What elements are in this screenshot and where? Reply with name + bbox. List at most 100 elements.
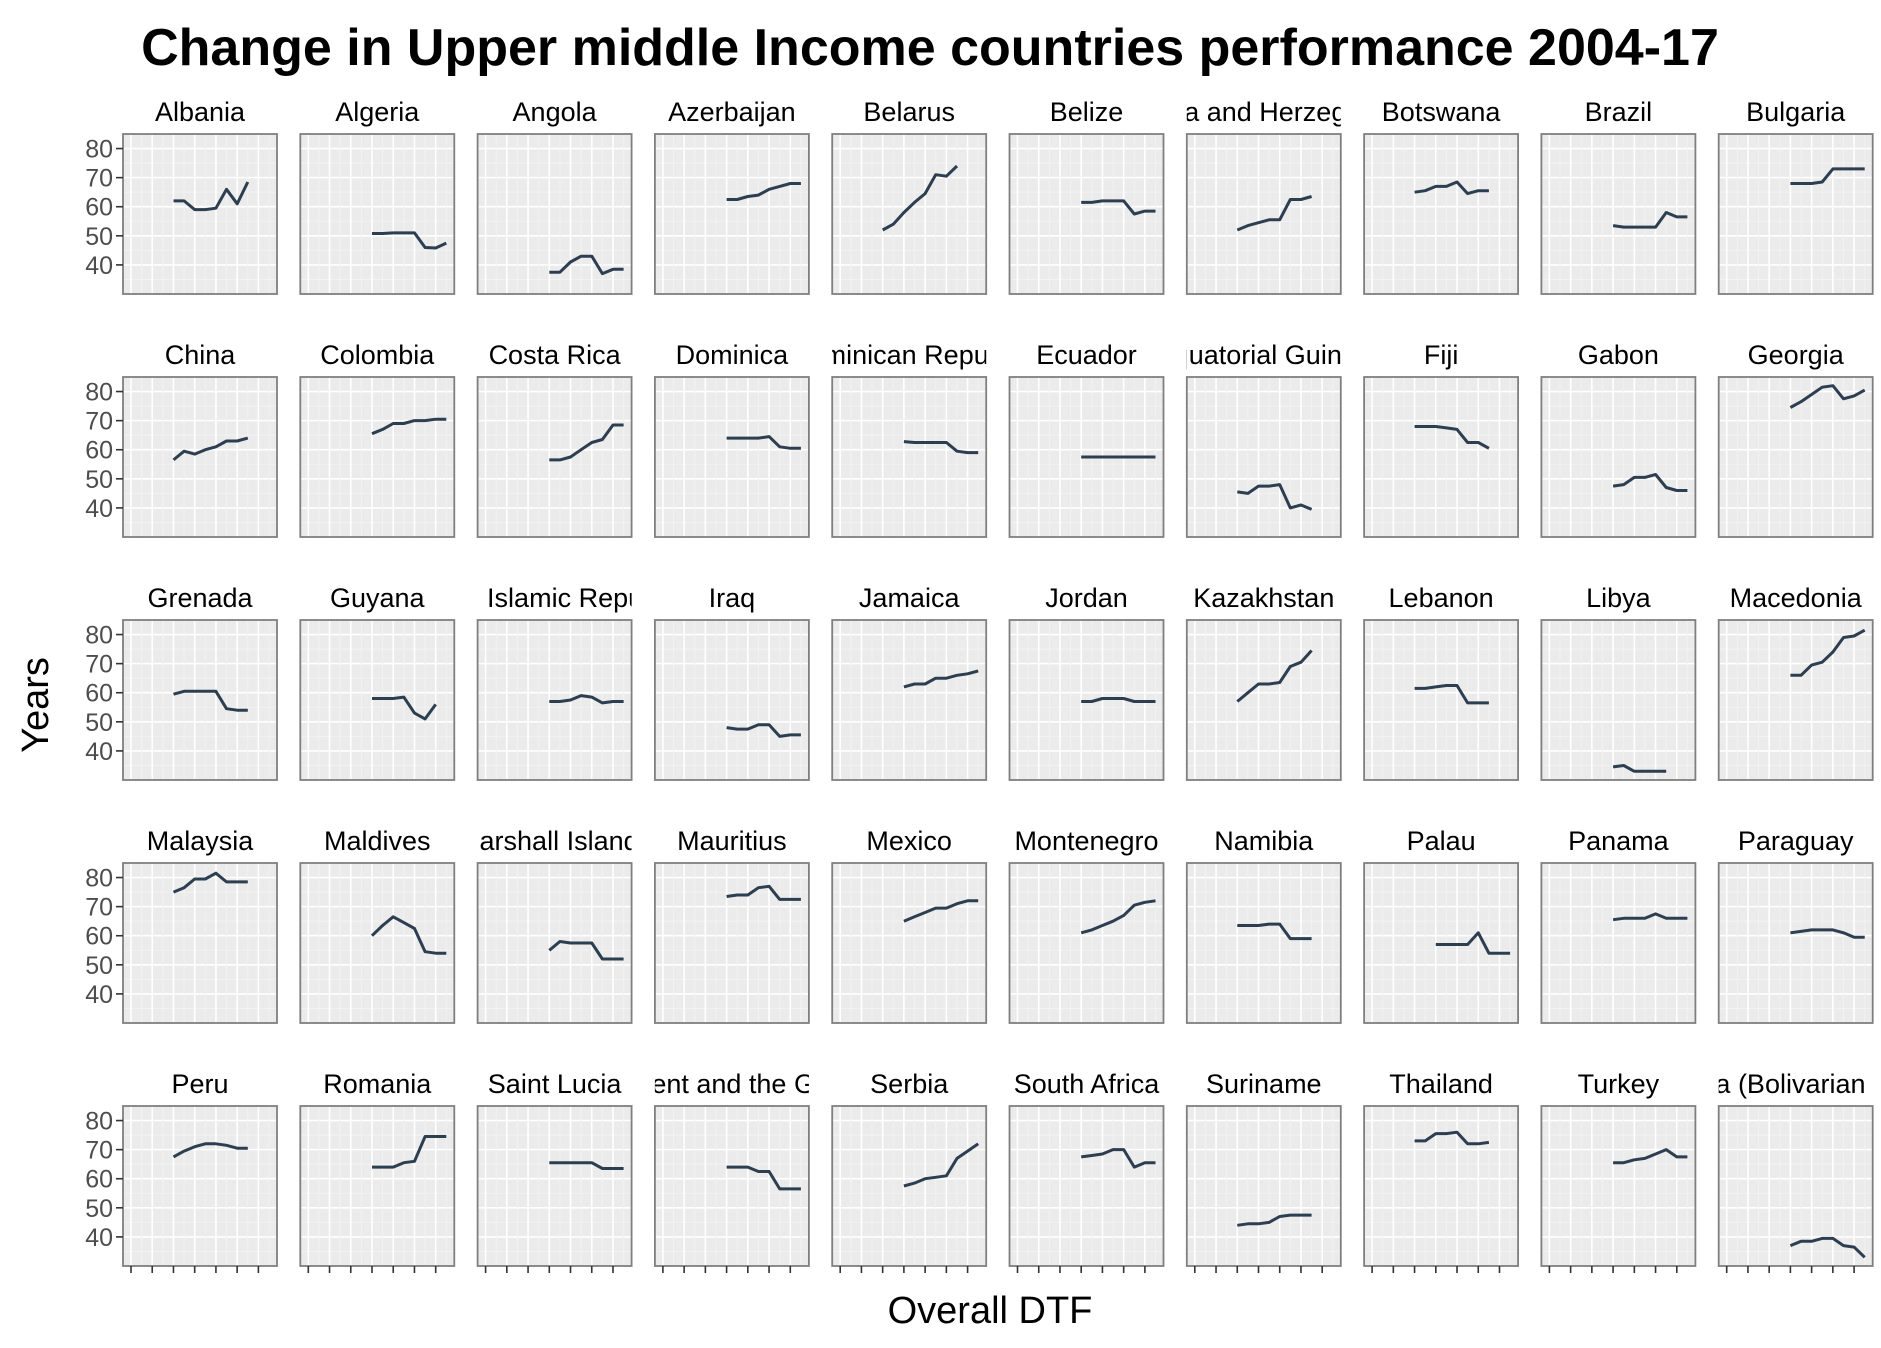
- series-line: [173, 689, 248, 712]
- panel-background: [1718, 377, 1873, 537]
- facet-panel: Saint Lucia: [476, 1069, 633, 1273]
- strip-label-group: Serbia: [870, 1069, 949, 1099]
- panel-border: [1717, 1105, 1874, 1267]
- facet-panel: Brazil: [1540, 97, 1697, 295]
- y-tick-label: 70: [85, 894, 113, 922]
- panel-background: [1541, 1106, 1696, 1266]
- strip-label-group: Colombia: [320, 340, 435, 370]
- facet-panel: Belize: [1008, 97, 1165, 295]
- panel-border: [1540, 133, 1697, 295]
- facet-label: Saint Vincent and the Grenadines: [530, 1069, 933, 1099]
- facet-label: Angola: [513, 97, 598, 127]
- series-line: [903, 899, 979, 923]
- strip-label-group: Botswana: [1382, 97, 1502, 127]
- y-tick-label: 80: [85, 379, 113, 407]
- strip-label-group: Suriname: [1206, 1069, 1322, 1099]
- facet-label: Guyana: [330, 583, 426, 613]
- strip-label-group: Bulgaria: [1746, 97, 1846, 127]
- strip-label-group: Peru: [171, 1069, 228, 1099]
- facet-label: Dominica: [676, 340, 790, 370]
- strip-label-group: Venezuela (Bolivarian Republic): [1719, 1069, 1873, 1099]
- panel-background: [300, 1106, 455, 1266]
- series-line: [1236, 649, 1313, 703]
- panel-border: [122, 376, 278, 538]
- facet-label: Mauritius: [677, 826, 787, 856]
- strip-label-group: Ecuador: [1036, 340, 1137, 370]
- facet-panel: Gabon: [1540, 340, 1697, 538]
- y-tick-label: 70: [85, 1137, 113, 1165]
- panel-border: [831, 133, 988, 295]
- panel-border: [654, 862, 810, 1024]
- facet-label: Macedonia: [1730, 583, 1863, 613]
- series-line: [881, 164, 959, 232]
- series-line: [372, 1135, 447, 1169]
- panel-background: [1364, 1106, 1519, 1266]
- y-tick-label: 60: [85, 194, 113, 222]
- y-tick-label: 50: [85, 952, 113, 980]
- strip-label-group: Gabon: [1578, 340, 1659, 370]
- facet-panel: Guyana: [299, 583, 456, 781]
- y-axis-title: Years: [15, 657, 57, 753]
- panel-border: [476, 1105, 633, 1267]
- strip-label-group: Dominica: [676, 340, 790, 370]
- strip-label-group: Saint Vincent and the Grenadines: [530, 1069, 933, 1099]
- series-line: [372, 231, 447, 250]
- panel-border: [831, 376, 988, 538]
- strip-label-group: Belize: [1050, 97, 1124, 127]
- panel-border: [1363, 1105, 1519, 1267]
- series-line: [1612, 912, 1688, 922]
- y-tick-label: 80: [85, 136, 113, 164]
- panel-background: [654, 134, 809, 294]
- strip-label-group: Dominican Republic: [832, 340, 986, 370]
- facet-panel: Maldives: [299, 826, 456, 1024]
- y-tick-label: 50: [85, 709, 113, 737]
- panel-border: [122, 133, 278, 295]
- series-line: [1612, 211, 1688, 229]
- strip-label-group: Libya: [1586, 583, 1652, 613]
- facet-panel: Angola: [476, 97, 633, 295]
- strip-label-group: Palau: [1407, 826, 1476, 856]
- strip-label-group: Lebanon: [1389, 583, 1494, 613]
- strip-label-group: Albania: [155, 97, 246, 127]
- facet-panel: Panama: [1540, 826, 1697, 1024]
- facet-label: South Africa: [1014, 1069, 1161, 1099]
- panel-background: [1009, 134, 1164, 294]
- facet-panel: Botswana: [1363, 97, 1519, 295]
- facet-panel: Marshall Islands: [457, 826, 652, 1024]
- series-line: [726, 1165, 801, 1191]
- strip-label-group: Macedonia: [1730, 583, 1863, 613]
- strip-label-group: Turkey: [1578, 1069, 1660, 1099]
- facet-panel: Iraq: [654, 583, 810, 781]
- strip-label-group: Grenada: [147, 583, 253, 613]
- facet-panel: Serbia: [831, 1069, 988, 1273]
- panel-background: [1541, 863, 1696, 1023]
- panel-border: [1540, 619, 1697, 781]
- series-line: [903, 669, 979, 689]
- strip-label-group: Mexico: [866, 826, 952, 856]
- series-line: [1081, 199, 1156, 216]
- strip-label-group: Azerbaijan: [668, 97, 796, 127]
- series-line: [1613, 1148, 1688, 1165]
- facet-label: Algeria: [335, 97, 420, 127]
- facet-label: Kazakhstan: [1193, 583, 1334, 613]
- facet-panel: Macedonia: [1717, 583, 1874, 781]
- series-line: [1237, 1213, 1312, 1227]
- facet-label: Saint Lucia: [488, 1069, 623, 1099]
- strip-label-group: Thailand: [1389, 1069, 1493, 1099]
- facet-panel: Lebanon: [1363, 583, 1519, 781]
- facet-label: Marshall Islands: [457, 826, 652, 856]
- facet-label: Mexico: [866, 826, 952, 856]
- panel-border: [1185, 1105, 1342, 1267]
- panel-background: [1718, 1106, 1873, 1266]
- facet-panel: Jordan: [1008, 583, 1165, 781]
- strip-label-group: Jamaica: [859, 583, 961, 613]
- series-line: [1237, 922, 1312, 941]
- panel-background: [123, 134, 277, 294]
- facet-panel: Equatorial Guinea: [1156, 340, 1373, 538]
- panel-border: [1363, 376, 1519, 538]
- series-line: [1080, 899, 1156, 935]
- facet-label: Equatorial Guinea: [1156, 340, 1373, 370]
- facet-panel: Jamaica: [831, 583, 988, 781]
- strip-label-group: Georgia: [1748, 340, 1845, 370]
